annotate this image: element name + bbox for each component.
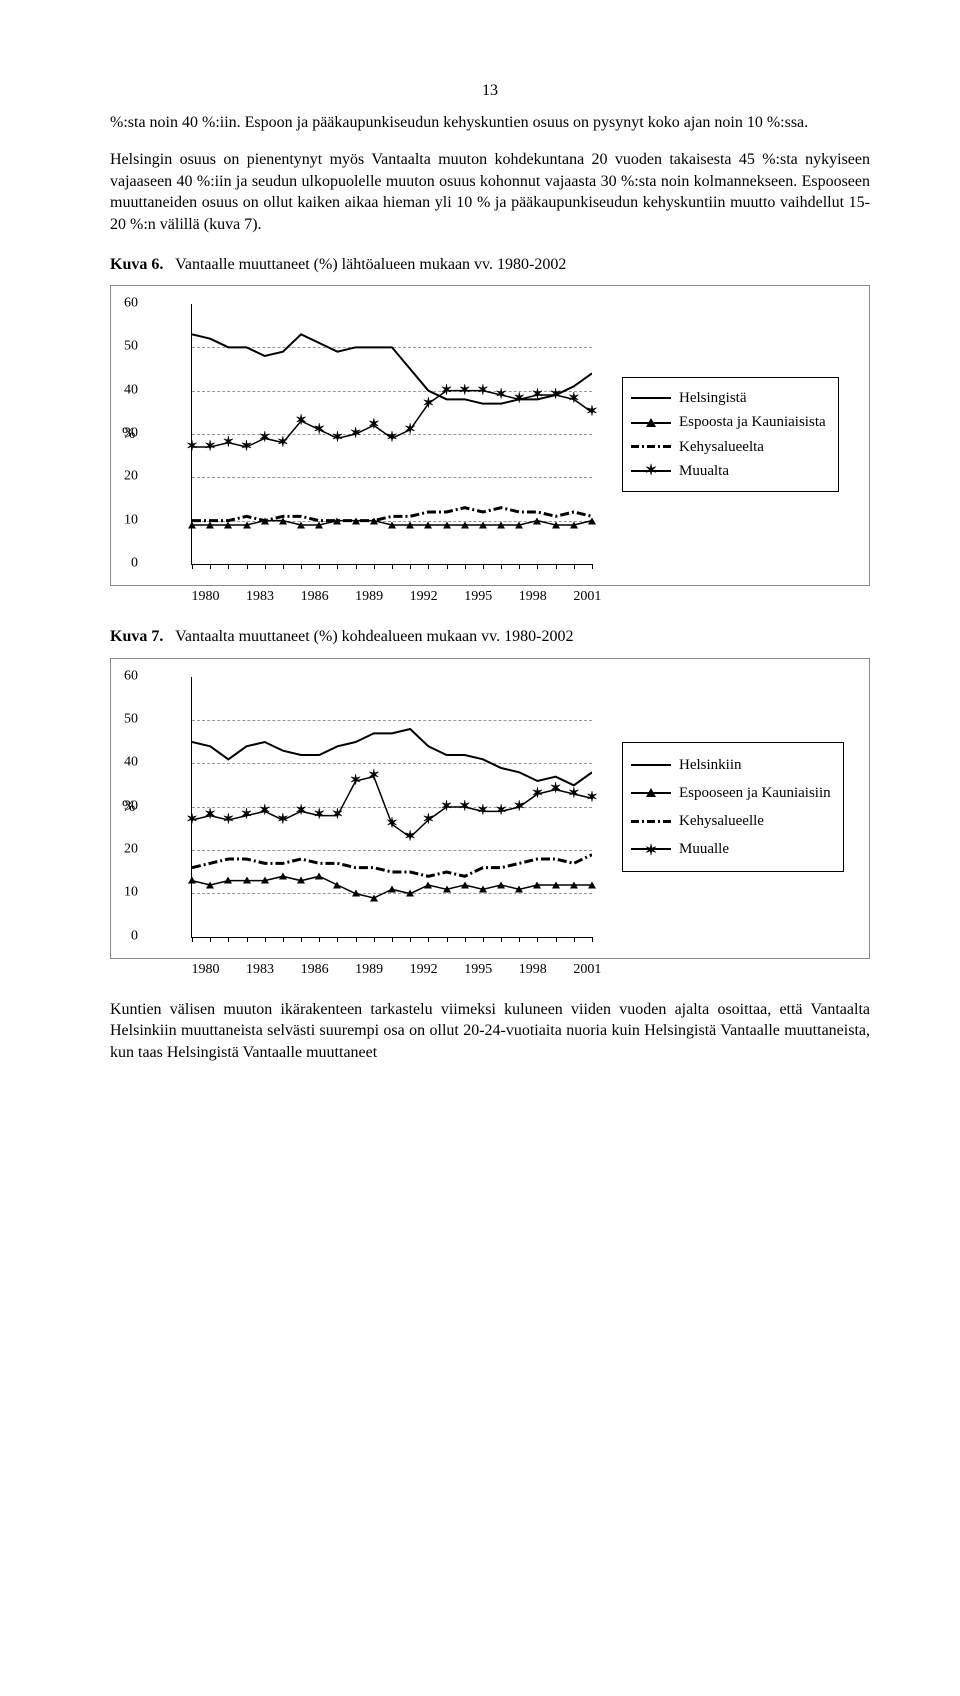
legend-item: Kehysalueelle	[631, 809, 831, 833]
page-number: 13	[110, 80, 870, 102]
legend-item: Helsinkiin	[631, 753, 831, 777]
legend-item: Helsingistä	[631, 388, 826, 408]
legend-label: Helsingistä	[679, 388, 747, 408]
fig7-label: Kuva 7.	[110, 628, 163, 645]
fig6-caption: Vantaalle muuttaneet (%) lähtöalueen muk…	[175, 256, 566, 273]
fig6-chart: % 01020304050601980198319861989199219951…	[110, 285, 870, 586]
para-2: Helsingin osuus on pienentynyt myös Vant…	[110, 149, 870, 235]
fig6-legend: Helsingistä Espoosta ja Kauniaisista Keh…	[622, 377, 839, 492]
legend-item: Espoosta ja Kauniaisista	[631, 412, 826, 432]
fig7-title: Kuva 7. Vantaalta muuttaneet (%) kohdeal…	[110, 626, 870, 648]
fig6-title: Kuva 6. Vantaalle muuttaneet (%) lähtöal…	[110, 254, 870, 276]
legend-label: Muualle	[679, 837, 729, 861]
para-1: %:sta noin 40 %:iin. Espoon ja pääkaupun…	[110, 112, 870, 134]
legend-label: Espooseen ja Kauniaisiin	[679, 781, 831, 805]
legend-item: ✶Muualle	[631, 837, 831, 861]
fig7-legend: Helsinkiin Espooseen ja Kauniaisiin Kehy…	[622, 742, 844, 872]
fig6-plot-area: % 01020304050601980198319861989199219951…	[191, 304, 592, 565]
legend-item: Espooseen ja Kauniaisiin	[631, 781, 831, 805]
legend-label: Kehysalueelle	[679, 809, 764, 833]
fig7-caption: Vantaalta muuttaneet (%) kohdealueen muk…	[175, 628, 573, 645]
fig7-plot-area: % 01020304050601980198319861989199219951…	[191, 677, 592, 938]
fig6-label: Kuva 6.	[110, 256, 163, 273]
legend-item: ✶Muualta	[631, 461, 826, 481]
legend-label: Muualta	[679, 461, 729, 481]
legend-label: Espoosta ja Kauniaisista	[679, 412, 826, 432]
fig7-chart: % 01020304050601980198319861989199219951…	[110, 658, 870, 959]
legend-label: Kehysalueelta	[679, 437, 764, 457]
legend-item: Kehysalueelta	[631, 437, 826, 457]
para-3: Kuntien välisen muuton ikärakenteen tark…	[110, 999, 870, 1064]
legend-label: Helsinkiin	[679, 753, 742, 777]
